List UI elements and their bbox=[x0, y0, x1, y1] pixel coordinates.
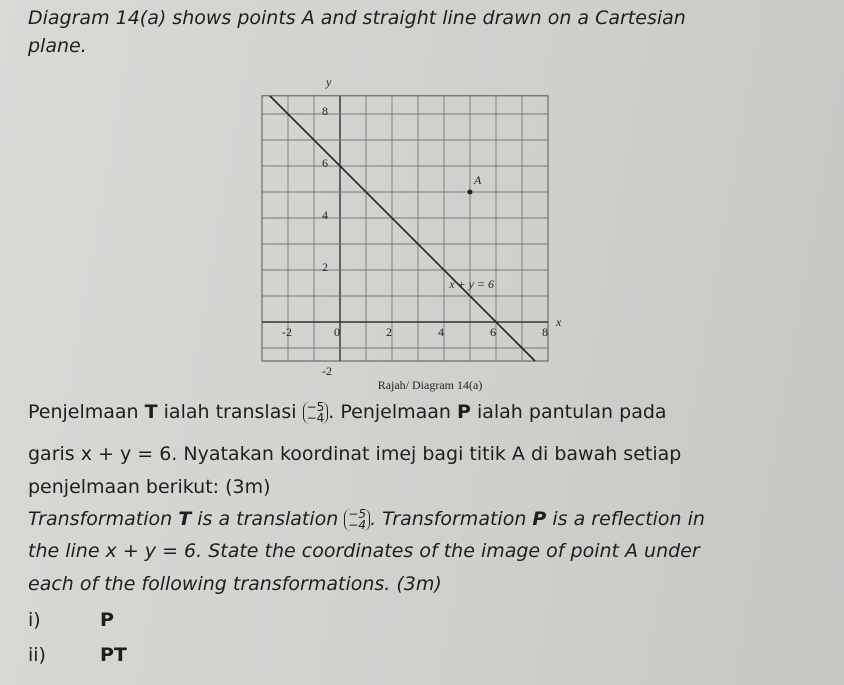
text: T bbox=[144, 401, 158, 423]
text: Transformation bbox=[28, 508, 179, 530]
text: T bbox=[178, 508, 192, 530]
question-label: PT bbox=[100, 644, 127, 666]
vector: −5 −4 bbox=[302, 399, 329, 425]
y-tick-label: 8 bbox=[322, 104, 328, 118]
vector-entry: −5 bbox=[306, 399, 325, 414]
intro-line: Diagram 14(a) shows points A and straigh… bbox=[28, 7, 686, 29]
text: ialah translasi bbox=[157, 401, 303, 423]
text: ialah pantulan pada bbox=[470, 401, 667, 423]
text: . Transformation bbox=[370, 508, 533, 530]
malay-line: garis x + y = 6. Nyatakan koordinat imej… bbox=[28, 443, 682, 465]
question-number: ii) bbox=[28, 644, 46, 666]
y-tick-label: 4 bbox=[322, 208, 328, 222]
vector-entry: −4 bbox=[306, 410, 325, 425]
y-tick-label: 2 bbox=[322, 260, 328, 274]
line-label: x + y = 6 bbox=[448, 277, 494, 291]
grid-frame bbox=[261, 95, 549, 362]
x-tick-label: 2 bbox=[386, 325, 392, 339]
text: P bbox=[532, 508, 547, 530]
point bbox=[467, 189, 473, 195]
text: P bbox=[456, 401, 471, 423]
malay-line: Penjelmaan T ialah translasi −5 −4. Penje… bbox=[28, 400, 667, 424]
english-line: each of the following transformations. (… bbox=[28, 573, 442, 595]
x-tick-label: 4 bbox=[438, 325, 444, 339]
vector-entry: −5 bbox=[348, 506, 367, 521]
question: i) P bbox=[28, 608, 114, 632]
malay-line: penjelmaan berikut: (3m) bbox=[28, 476, 271, 498]
straight-line bbox=[269, 95, 536, 362]
english-line: Transformation T is a translation −5 −4. … bbox=[28, 507, 705, 531]
question-number: i) bbox=[28, 609, 41, 631]
y-tick-label: -2 bbox=[322, 364, 332, 378]
point-label: A bbox=[473, 173, 482, 187]
text: . Penjelmaan bbox=[328, 401, 457, 423]
text: is a reflection in bbox=[546, 508, 705, 530]
x-tick-label: -2 bbox=[282, 325, 292, 339]
question: ii) PT bbox=[28, 643, 127, 667]
x-tick-label: 8 bbox=[542, 325, 548, 339]
x-tick-label: 0 bbox=[334, 325, 340, 339]
question-label: P bbox=[100, 609, 114, 631]
axis-label: x bbox=[555, 315, 562, 329]
x-tick-label: 6 bbox=[490, 325, 496, 339]
axis-label: y bbox=[325, 75, 332, 89]
y-tick-label: 6 bbox=[322, 156, 328, 170]
intro-line: plane. bbox=[28, 35, 87, 57]
english-line: the line x + y = 6. State the coordinate… bbox=[28, 540, 700, 562]
text: is a translation bbox=[191, 508, 345, 530]
vector-entry: −4 bbox=[348, 517, 367, 532]
text: Penjelmaan bbox=[28, 401, 145, 423]
vector: −5 −4 bbox=[344, 506, 371, 532]
caption: Rajah/ Diagram 14(a) bbox=[378, 378, 483, 392]
